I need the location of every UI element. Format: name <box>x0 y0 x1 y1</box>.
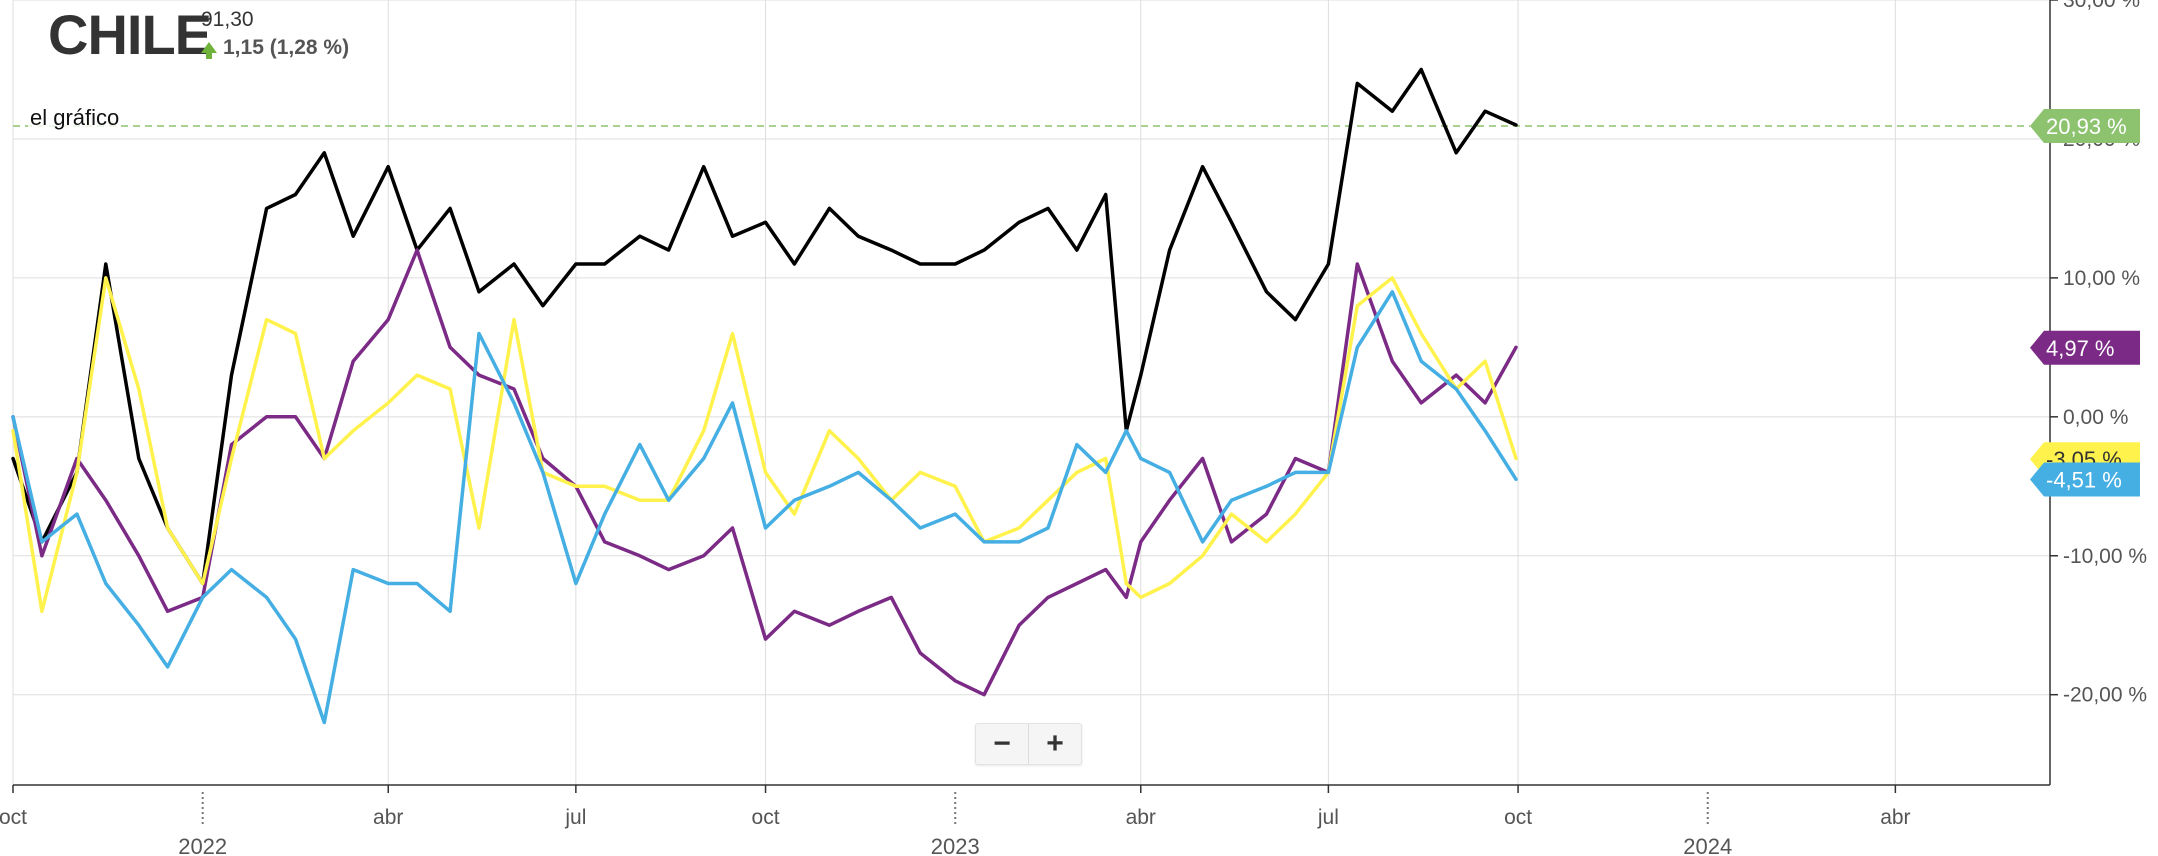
page-title: CHILE <box>48 3 212 66</box>
y-tick-label: -10,00 % <box>2063 545 2147 568</box>
x-tick-label: oct <box>752 806 780 829</box>
zoom-controls: − + <box>975 723 1082 765</box>
chart-grid <box>12 0 2050 785</box>
value-label-purple-tag <box>2030 330 2140 365</box>
x-tick-label: abr <box>373 806 403 829</box>
legend-label: el gráfico <box>28 105 122 131</box>
y-tick-label: 0,00 % <box>2063 406 2128 429</box>
series-purple-line <box>11 248 1518 697</box>
value-label-reference-tag <box>2030 109 2140 144</box>
chart-series <box>11 67 1518 725</box>
value-label-reference-text: 20,93 % <box>2046 114 2127 139</box>
value-label-blue-tag <box>2030 462 2140 497</box>
arrow-up-icon <box>201 42 217 59</box>
y-tick-label: -20,00 % <box>2063 684 2147 707</box>
y-tick-label: 10,00 % <box>2063 267 2140 290</box>
price-value: 91,30 <box>201 8 254 31</box>
value-label-blue-text: -4,51 % <box>2046 467 2122 492</box>
zoom-in-button[interactable]: + <box>1028 724 1081 764</box>
end-labels: 20,93 %4,97 %-3,05 %-4,51 % <box>2030 109 2140 497</box>
x-year-label: 2022 <box>178 834 227 856</box>
value-label-purple-text: 4,97 % <box>2046 336 2115 361</box>
x-tick-label: oct <box>1504 806 1532 829</box>
y-tick-label: 30,00 % <box>2063 0 2140 12</box>
series-black-line <box>11 67 1518 586</box>
price-change-text: 1,15 (1,28 %) <box>223 36 350 59</box>
x-year-label: 2023 <box>931 834 980 856</box>
x-tick-label: abr <box>1126 806 1156 829</box>
x-year-label: 2024 <box>1683 834 1732 856</box>
zoom-out-button[interactable]: − <box>993 727 1011 760</box>
x-tick-label: abr <box>1880 806 1910 829</box>
x-tick-label: oct <box>0 806 27 829</box>
price-change: 1,15 (1,28 %) <box>201 36 349 60</box>
series-yellow-line <box>11 276 1518 614</box>
series-blue-line <box>11 290 1518 725</box>
x-tick-label: jul <box>564 806 586 829</box>
x-tick-label: jul <box>1317 806 1339 829</box>
